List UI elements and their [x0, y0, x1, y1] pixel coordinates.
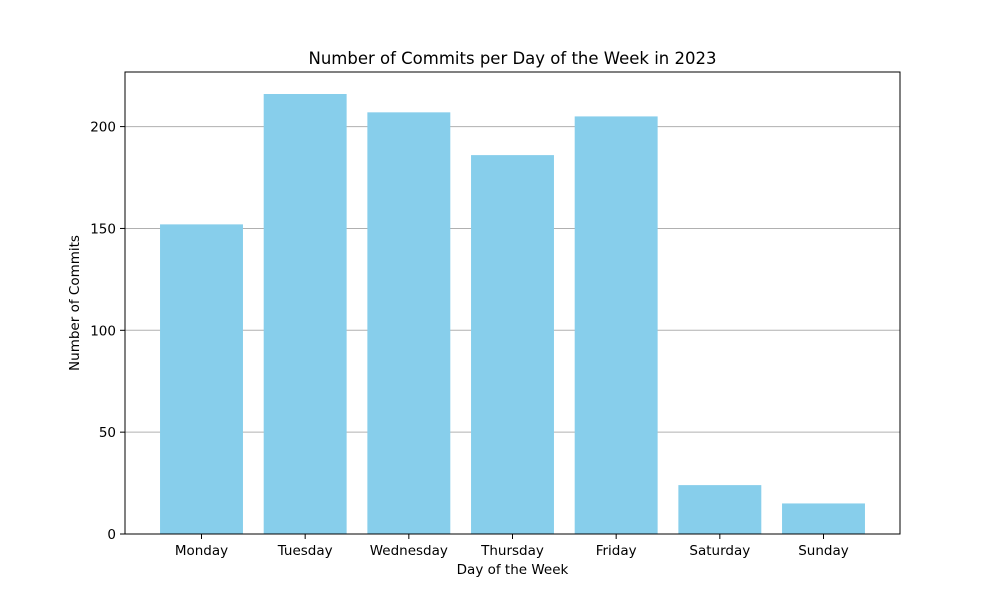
x-tick-label: Sunday	[798, 543, 849, 559]
bars	[160, 94, 865, 535]
x-axis-label: Day of the Week	[457, 562, 569, 578]
x-tick-label: Friday	[596, 543, 637, 559]
bar-tuesday	[263, 94, 347, 534]
bar-monday	[160, 224, 243, 535]
y-tick-label: 100	[90, 323, 116, 339]
x-tick-label: Wednesday	[370, 543, 448, 559]
x-tick-label: Thursday	[480, 543, 544, 559]
y-tick-label: 200	[90, 120, 116, 136]
y-tick-label: 0	[107, 527, 116, 543]
y-tick-label: 150	[90, 221, 116, 237]
x-tick-label: Tuesday	[277, 543, 333, 559]
bar-sunday	[782, 503, 865, 534]
bar-wednesday	[367, 112, 451, 534]
bar-saturday	[678, 485, 762, 534]
y-tick-label: 50	[99, 425, 116, 441]
bar-thursday	[471, 155, 554, 534]
ticks: 0 50 100 150 200 Monday Tuesday Wednesday Thursd…	[90, 120, 849, 559]
bar-friday	[574, 116, 658, 534]
x-tick-label: Saturday	[689, 543, 750, 559]
chart-title: Number of Commits per Day of the Week in…	[308, 49, 716, 68]
y-axis-label: Number of Commits	[67, 235, 83, 371]
x-tick-label: Monday	[175, 543, 228, 559]
